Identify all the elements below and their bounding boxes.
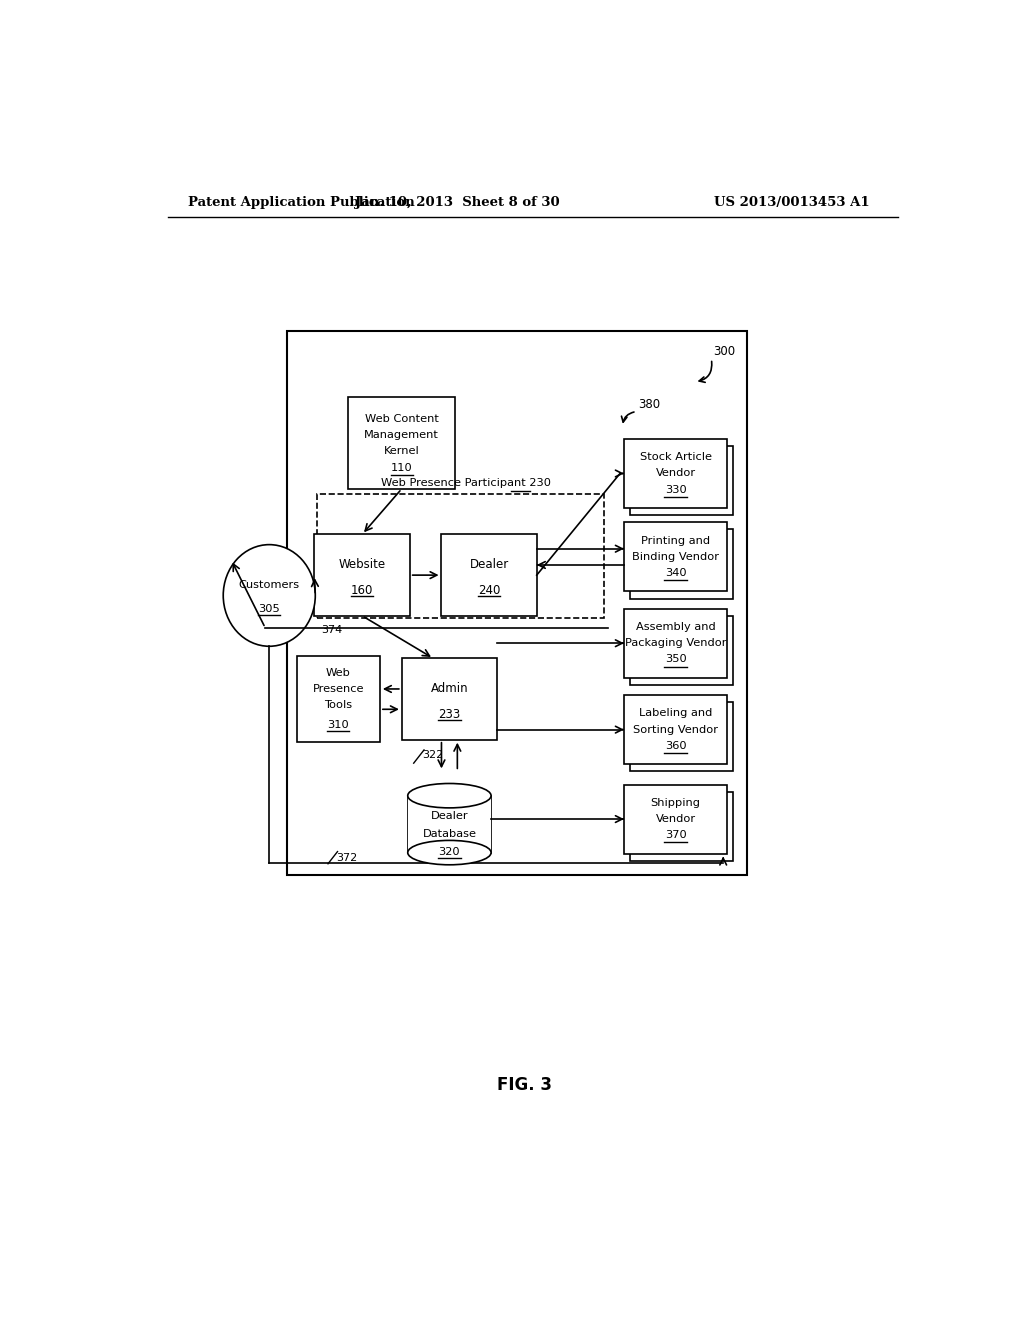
Bar bbox=[348, 397, 456, 488]
Text: 233: 233 bbox=[438, 708, 461, 721]
Text: 370: 370 bbox=[665, 830, 686, 841]
Text: Shipping: Shipping bbox=[650, 797, 700, 808]
Text: Presence: Presence bbox=[312, 684, 365, 694]
Text: 372: 372 bbox=[336, 853, 357, 863]
Ellipse shape bbox=[408, 841, 492, 865]
Text: Patent Application Publication: Patent Application Publication bbox=[187, 195, 415, 209]
Bar bbox=[408, 796, 492, 853]
Bar bbox=[624, 784, 727, 854]
Bar bbox=[287, 331, 748, 875]
Text: 380: 380 bbox=[638, 397, 660, 411]
Text: 110: 110 bbox=[391, 463, 413, 474]
Text: 350: 350 bbox=[665, 655, 686, 664]
Text: FIG. 3: FIG. 3 bbox=[498, 1076, 552, 1094]
Text: Dealer: Dealer bbox=[431, 810, 468, 821]
Text: Web Presence Participant 230: Web Presence Participant 230 bbox=[381, 478, 551, 487]
Text: Labeling and: Labeling and bbox=[639, 709, 713, 718]
Text: Vendor: Vendor bbox=[655, 814, 695, 824]
Bar bbox=[624, 609, 727, 677]
Text: Binding Vendor: Binding Vendor bbox=[632, 552, 719, 562]
Bar bbox=[630, 529, 733, 598]
Text: Management: Management bbox=[365, 430, 439, 440]
Text: Assembly and: Assembly and bbox=[636, 622, 716, 632]
Bar bbox=[630, 615, 733, 685]
Bar bbox=[630, 446, 733, 515]
Text: 330: 330 bbox=[665, 484, 686, 495]
Bar bbox=[624, 440, 727, 508]
Bar bbox=[630, 792, 733, 861]
Bar bbox=[314, 535, 410, 616]
Bar bbox=[624, 696, 727, 764]
Text: Website: Website bbox=[339, 558, 386, 572]
Text: Web Content: Web Content bbox=[365, 413, 438, 424]
Text: 322: 322 bbox=[423, 750, 443, 760]
Text: 300: 300 bbox=[713, 345, 735, 358]
Text: 374: 374 bbox=[321, 624, 342, 635]
Text: Dealer: Dealer bbox=[469, 558, 509, 572]
Text: Database: Database bbox=[423, 829, 476, 840]
Text: 320: 320 bbox=[438, 846, 460, 857]
Text: Vendor: Vendor bbox=[655, 469, 695, 478]
Text: 240: 240 bbox=[478, 583, 501, 597]
Text: Sorting Vendor: Sorting Vendor bbox=[633, 725, 718, 735]
Bar bbox=[441, 535, 537, 616]
Text: Stock Article: Stock Article bbox=[640, 453, 712, 462]
Text: 310: 310 bbox=[328, 719, 349, 730]
FancyArrowPatch shape bbox=[622, 412, 634, 422]
Text: Printing and: Printing and bbox=[641, 536, 711, 545]
Text: 305: 305 bbox=[258, 603, 281, 614]
Ellipse shape bbox=[408, 784, 492, 808]
Text: Admin: Admin bbox=[431, 682, 468, 696]
Text: US 2013/0013453 A1: US 2013/0013453 A1 bbox=[715, 195, 870, 209]
Text: Tools: Tools bbox=[325, 700, 352, 710]
Text: Jan. 10, 2013  Sheet 8 of 30: Jan. 10, 2013 Sheet 8 of 30 bbox=[355, 195, 560, 209]
Text: 340: 340 bbox=[665, 568, 686, 578]
Text: Kernel: Kernel bbox=[384, 446, 420, 457]
Text: 160: 160 bbox=[351, 583, 374, 597]
Bar bbox=[630, 702, 733, 771]
Text: Web: Web bbox=[326, 668, 351, 677]
Text: Customers: Customers bbox=[239, 581, 300, 590]
Bar bbox=[624, 523, 727, 591]
Bar bbox=[297, 656, 380, 742]
Ellipse shape bbox=[223, 545, 315, 647]
Bar bbox=[316, 494, 604, 618]
FancyArrowPatch shape bbox=[699, 362, 712, 383]
Text: 360: 360 bbox=[665, 741, 686, 751]
Bar bbox=[401, 659, 497, 739]
Text: Packaging Vendor: Packaging Vendor bbox=[625, 639, 726, 648]
